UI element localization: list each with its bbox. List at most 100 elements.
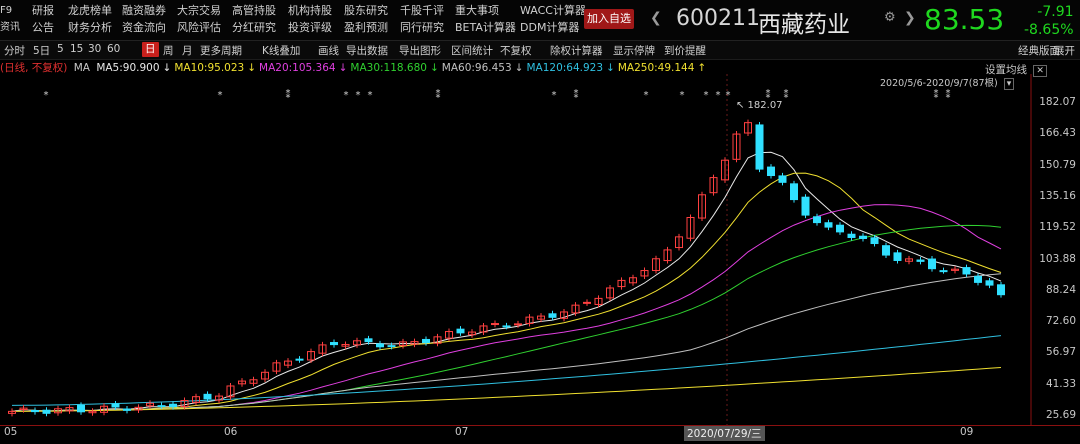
menu-item[interactable]: 融资融券 xyxy=(122,4,166,17)
candle-body xyxy=(65,407,74,412)
menu-item[interactable]: 财务分析 xyxy=(68,21,112,34)
date-range-text: 2020/5/6-2020/9/7(87根) xyxy=(880,78,998,89)
candle-body xyxy=(824,222,833,228)
menu-item[interactable]: 风险评估 xyxy=(177,21,221,34)
period-tab[interactable]: 到价提醒 xyxy=(664,45,706,57)
candle-body xyxy=(77,404,85,413)
settings-gear-icon[interactable]: ⚙ xyxy=(884,10,896,25)
menu-item[interactable]: DDM计算器 xyxy=(520,21,580,34)
menu-item[interactable]: 千股千评 xyxy=(400,4,444,17)
ma-line xyxy=(11,172,1002,412)
classic-layout-button[interactable]: 经典版面 xyxy=(1018,45,1060,57)
menu-item[interactable]: 同行研究 xyxy=(400,21,444,34)
stock-code: 600211 xyxy=(676,6,760,31)
arrow-icon: ↓ xyxy=(606,62,615,74)
menu-item[interactable]: 股东研究 xyxy=(344,4,388,17)
f9-menu[interactable]: F9 资讯 xyxy=(0,2,20,36)
period-tab[interactable]: 不复权 xyxy=(500,45,532,57)
period-tab[interactable]: 更多周期 xyxy=(200,45,242,57)
menu-column: 千股千评 同行研究 xyxy=(400,2,444,36)
candle-body xyxy=(445,331,453,339)
period-tab[interactable]: 60 xyxy=(107,43,121,55)
menu-item[interactable]: 机构持股 xyxy=(288,4,332,17)
menu-item[interactable]: 盈利预测 xyxy=(344,21,388,34)
kline-chart[interactable]: * * ⁑ * * * ⁑ * ⁑ * * * * * ⁑ ⁑ ⁑ ⁑↖ 182.07 xyxy=(0,74,1032,426)
candle-body xyxy=(997,284,1005,296)
price-change: -7.91 -8.65% xyxy=(1024,3,1074,39)
candle-body xyxy=(985,280,994,286)
change-value: -7.91 xyxy=(1037,4,1074,20)
menu-item[interactable]: 资金流向 xyxy=(122,21,166,34)
period-tab[interactable]: 周 xyxy=(163,45,174,57)
event-marker-icon: * xyxy=(344,90,349,101)
add-favorite-button[interactable]: 加入自选 xyxy=(584,9,634,29)
y-axis: 182.07 166.43 150.79 135.16 119.52 103.88 88.2… xyxy=(1032,74,1080,426)
period-tab[interactable]: 显示停牌 xyxy=(613,45,655,57)
arrow-icon: ↑ xyxy=(697,62,707,74)
ma-settings-button[interactable]: 设置均线 ✕ xyxy=(985,62,1047,77)
expand-button[interactable]: 展开 xyxy=(1054,45,1075,57)
menu-item[interactable]: 投资评级 xyxy=(288,21,332,34)
close-icon[interactable]: ✕ xyxy=(1033,65,1047,77)
menu-item[interactable]: 研报 xyxy=(32,4,54,17)
menu-item[interactable]: 大宗交易 xyxy=(177,4,221,17)
candle-body xyxy=(54,408,62,414)
period-tab[interactable]: 日 xyxy=(142,42,159,57)
candle-body xyxy=(709,177,718,194)
menu-item[interactable]: 龙虎榜单 xyxy=(68,4,112,17)
y-tick-label: 41.33 xyxy=(1045,377,1076,390)
candle-body xyxy=(548,313,557,318)
candle-body xyxy=(157,405,166,408)
period-tab[interactable]: 5日 xyxy=(33,45,51,57)
candle-body xyxy=(652,258,660,272)
menu-item[interactable]: 重大事项 xyxy=(455,4,499,17)
candle-body xyxy=(272,362,281,372)
ma-value: MA120:64.923 xyxy=(526,62,604,74)
candle-body xyxy=(962,267,971,275)
period-tab[interactable]: K线叠加 xyxy=(262,45,301,57)
event-marker-icon: * xyxy=(644,90,649,101)
menu-item[interactable]: 高管持股 xyxy=(232,4,276,17)
period-tab[interactable]: 5 xyxy=(57,43,64,55)
x-axis: 2020/07/29/三 05 06 07 09 xyxy=(0,425,1080,444)
candle-body xyxy=(606,287,614,299)
candle-body xyxy=(295,358,304,361)
arrow-icon: ↓ xyxy=(429,62,439,74)
x-tick-label: 05 xyxy=(4,426,18,438)
candle-body xyxy=(859,235,867,240)
menu-item[interactable]: WACC计算器 xyxy=(520,4,586,17)
ma-line xyxy=(11,335,1002,406)
menu-item[interactable]: 分红研究 xyxy=(232,21,276,34)
period-tab[interactable]: 画线 xyxy=(318,45,339,57)
top-toolbar: F9 资讯 研报公告 龙虎榜单财务分析 融资融券资金流向 大宗交易风险评估 高管持股分红… xyxy=(0,0,1080,41)
period-tab[interactable]: 除权计算器 xyxy=(550,45,603,57)
menu-column: 重大事项 BETA计算器 xyxy=(455,2,516,36)
period-tab[interactable]: 月 xyxy=(182,45,193,57)
event-marker-icon: * xyxy=(356,90,361,101)
prev-stock-icon[interactable]: ❮ xyxy=(650,10,662,26)
candle-body xyxy=(514,323,522,326)
ma-legend: (日线, 不复权) MA MA5:90.900 ↓ MA10:95.023 ↓ MA20… xyxy=(0,60,712,75)
chart-mode-label[interactable]: (日线, 不复权) xyxy=(0,62,68,74)
next-stock-icon[interactable]: ❯ xyxy=(904,10,916,26)
dropdown-icon[interactable]: ▾ xyxy=(1003,78,1015,90)
period-tab[interactable]: 30 xyxy=(88,43,102,55)
ma-line xyxy=(11,224,1002,412)
period-tab[interactable]: 导出数据 xyxy=(346,45,388,57)
candle-body xyxy=(951,268,959,271)
period-tab[interactable]: 15 xyxy=(70,43,84,55)
event-marker-icon: * xyxy=(368,90,373,101)
ma-line xyxy=(12,367,1002,412)
candle-body xyxy=(790,183,798,201)
period-tab[interactable]: 分时 xyxy=(4,45,25,57)
event-marker-icon: * xyxy=(218,90,223,101)
menu-item[interactable]: 公告 xyxy=(32,21,54,34)
event-marker-icon: * xyxy=(44,90,49,101)
candle-body xyxy=(468,331,476,336)
candle-body xyxy=(905,258,913,262)
period-tab[interactable]: 导出图形 xyxy=(399,45,441,57)
menu-column: WACC计算器 DDM计算器 xyxy=(520,2,586,36)
candle-body xyxy=(732,133,741,160)
menu-item[interactable]: BETA计算器 xyxy=(455,21,516,34)
period-tab[interactable]: 区间统计 xyxy=(451,45,493,57)
